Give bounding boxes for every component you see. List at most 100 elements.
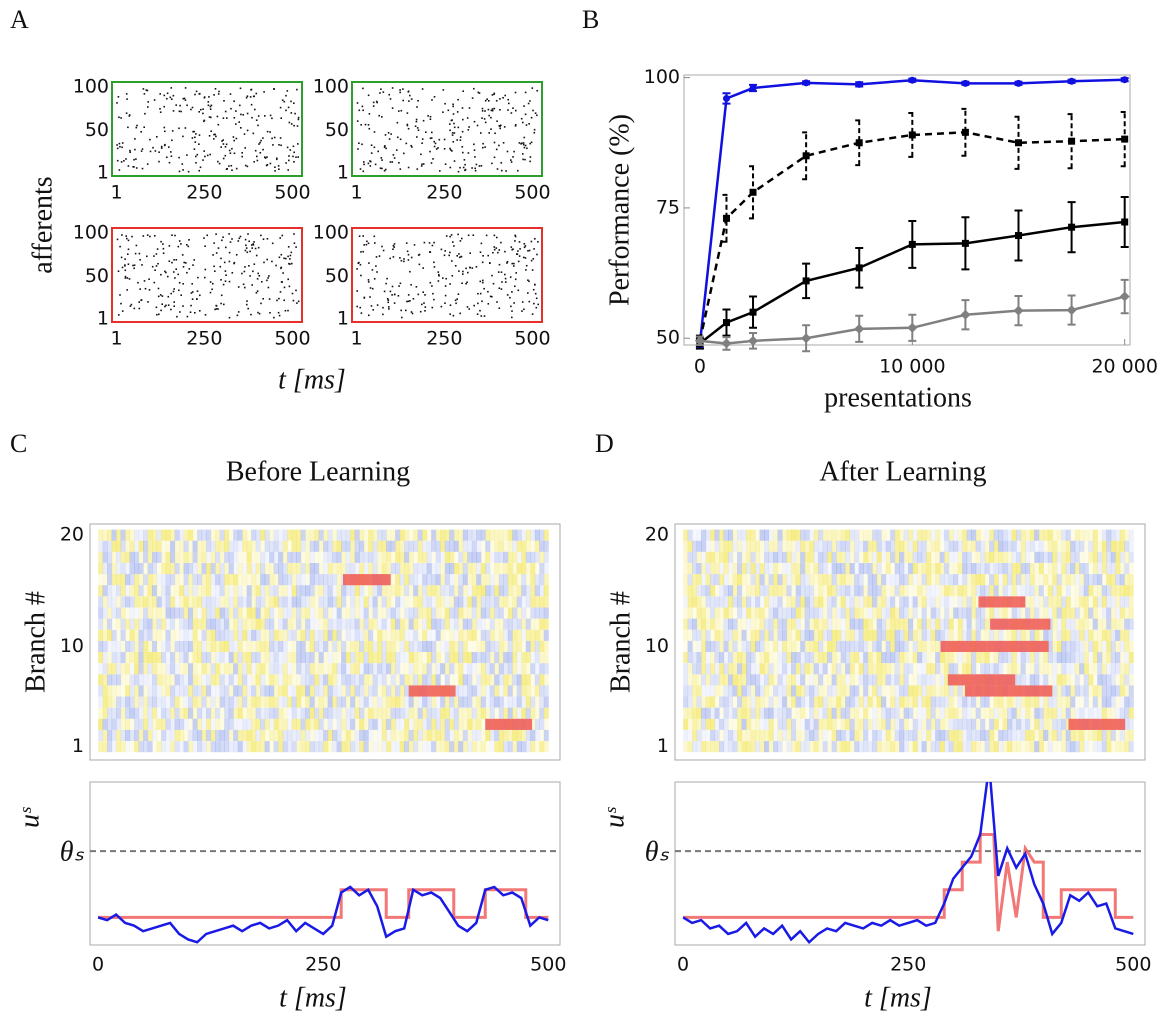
- heat-cell: [822, 607, 828, 619]
- spike: [357, 262, 360, 264]
- heat-cell: [1052, 696, 1058, 708]
- heat-cell: [98, 529, 104, 541]
- spike: [289, 258, 291, 260]
- heat-cell: [917, 741, 923, 753]
- heat-cell: [458, 540, 464, 552]
- spike: [271, 137, 273, 140]
- heat-cell: [1029, 741, 1035, 753]
- heat-cell: [147, 741, 153, 753]
- heat-cell: [876, 629, 882, 641]
- heat-cell: [1043, 607, 1049, 619]
- heat-cell: [845, 596, 851, 608]
- heat-cell: [147, 607, 153, 619]
- heat-cell: [867, 663, 873, 675]
- heat-cell: [782, 663, 788, 675]
- spike: [466, 306, 469, 308]
- heat-cell: [723, 607, 729, 619]
- heat-cell: [260, 718, 266, 730]
- heat-cell: [683, 640, 689, 652]
- heat-cell: [1038, 563, 1044, 575]
- spike: [217, 247, 220, 249]
- heat-cell: [543, 652, 549, 664]
- heat-cell: [242, 663, 248, 675]
- heat-cell: [431, 540, 437, 552]
- heat-cell: [890, 574, 896, 586]
- spike: [127, 263, 130, 265]
- heat-cell: [368, 529, 374, 541]
- heat-cell: [723, 741, 729, 753]
- spike: [522, 142, 525, 144]
- heat-cell: [372, 629, 378, 641]
- heat-cell: [723, 551, 729, 563]
- heat-cell: [489, 618, 495, 630]
- heat-cell: [291, 529, 297, 541]
- heat-cell: [1106, 618, 1112, 630]
- heat-cell: [453, 629, 459, 641]
- heat-cell: [885, 707, 891, 719]
- heat-cell: [777, 640, 783, 652]
- heat-cell: [1047, 596, 1053, 608]
- heat-cell: [827, 663, 833, 675]
- heat-cell: [390, 563, 396, 575]
- heat-cell: [413, 607, 419, 619]
- heat-cell: [471, 551, 477, 563]
- heat-cell: [143, 741, 149, 753]
- heat-cell: [318, 707, 324, 719]
- heat-cell: [917, 574, 923, 586]
- spike: [156, 136, 158, 138]
- heat-cell: [390, 540, 396, 552]
- heat-cell: [264, 652, 270, 664]
- heat-cell: [885, 607, 891, 619]
- heat-cell: [278, 741, 284, 753]
- heat-cell: [143, 707, 149, 719]
- spike: [253, 263, 256, 265]
- heat-cell: [363, 674, 369, 686]
- heat-cell: [368, 718, 374, 730]
- heat-cell: [485, 674, 491, 686]
- heat-cell: [894, 652, 900, 664]
- heat-cell: [845, 563, 851, 575]
- heat-cell: [341, 696, 347, 708]
- heat-cell: [368, 607, 374, 619]
- heat-cell: [737, 607, 743, 619]
- spike: [228, 260, 231, 263]
- heat-cell: [192, 685, 198, 697]
- spike: [290, 123, 293, 125]
- spike: [398, 162, 400, 164]
- heat-cell: [1070, 607, 1076, 619]
- heat-cell: [390, 718, 396, 730]
- heat-cell: [683, 551, 689, 563]
- heat-cell: [471, 652, 477, 664]
- spike: [363, 163, 365, 166]
- spike: [458, 270, 460, 272]
- heat-cell: [462, 585, 468, 597]
- heat-cell: [899, 707, 905, 719]
- heat-cell: [836, 685, 842, 697]
- heat-cell: [165, 718, 171, 730]
- heat-cell: [359, 551, 365, 563]
- heat-cell: [1047, 629, 1053, 641]
- heat-cell: [350, 607, 356, 619]
- heat-cell: [494, 652, 500, 664]
- heat-cell: [953, 607, 959, 619]
- heat-cell: [440, 551, 446, 563]
- panel-title: Before Learning: [226, 456, 410, 487]
- heat-cell: [746, 718, 752, 730]
- heat-cell: [998, 607, 1004, 619]
- heat-cell: [210, 607, 216, 619]
- heat-cell: [1016, 563, 1022, 575]
- heat-cell: [818, 696, 824, 708]
- heat-cell: [345, 618, 351, 630]
- heat-cell: [1011, 652, 1017, 664]
- heat-cell: [192, 551, 198, 563]
- heat-cell: [899, 585, 905, 597]
- heat-cell: [984, 707, 990, 719]
- heat-cell: [935, 696, 941, 708]
- heat-cell: [233, 618, 239, 630]
- spike: [479, 280, 482, 283]
- spike: [369, 296, 371, 298]
- heat-cell: [786, 718, 792, 730]
- spike: [371, 287, 374, 290]
- heat-cell: [246, 529, 252, 541]
- heat-cell: [413, 618, 419, 630]
